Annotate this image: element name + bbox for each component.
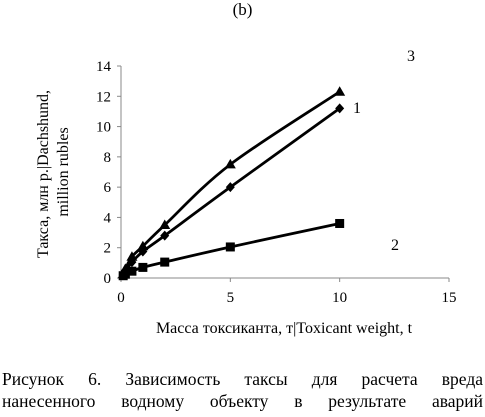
series-3-point — [334, 86, 346, 96]
chart: 0 2 4 6 8 10 12 14 0 5 10 15 3 1 2 Масса токсиканта… — [35, 48, 457, 337]
y-tick-label: 12 — [96, 89, 111, 105]
series-label-1: 1 — [353, 100, 361, 117]
series-3-point — [224, 158, 236, 169]
y-tick-label: 0 — [104, 271, 112, 287]
caption-line-2: нанесенного водному объекту в результате… — [2, 391, 483, 411]
y-tick-label: 6 — [104, 180, 112, 196]
series-1-point — [127, 257, 137, 268]
series-1-point — [160, 230, 170, 241]
x-tick-label: 15 — [442, 290, 457, 306]
y-tick-label: 10 — [96, 120, 111, 136]
y-tick-label: 8 — [104, 150, 112, 166]
caption-line-1: Рисунок 6. Зависимость таксы для расчета… — [2, 369, 483, 389]
x-tick-label: 0 — [117, 290, 125, 306]
series-1-point — [225, 182, 235, 193]
y-tick-label: 2 — [104, 241, 112, 257]
x-tick-label: 10 — [332, 290, 347, 306]
x-axis-title: Масса токсиканта, т|Toxicant weight, t — [156, 320, 413, 337]
series-2-point — [120, 269, 130, 279]
y-tick-label: 4 — [104, 210, 112, 226]
series-2-point — [127, 266, 137, 276]
series-2-point — [160, 257, 170, 267]
figure-caption: Рисунок 6. Зависимость таксы для расчета… — [2, 368, 483, 412]
series-3-point — [159, 219, 171, 229]
series-2-point — [225, 242, 235, 252]
series-1-point — [138, 246, 148, 257]
series-2-point — [335, 218, 345, 228]
y-axis-title-line2: million rubles — [55, 127, 72, 216]
y-axis-title: Такса, млн р.|Dachshund, million rubles — [35, 86, 72, 258]
x-tick-label: 5 — [227, 290, 235, 306]
y-tick-label: 14 — [96, 59, 112, 75]
series-2-point — [138, 262, 148, 272]
y-axis-title-line1: Такса, млн р.|Dachshund, — [35, 90, 52, 258]
series-1-point — [335, 103, 345, 114]
series-label-2: 2 — [391, 237, 399, 254]
series-label-3: 3 — [407, 48, 415, 65]
panel-label: (b) — [232, 0, 253, 19]
